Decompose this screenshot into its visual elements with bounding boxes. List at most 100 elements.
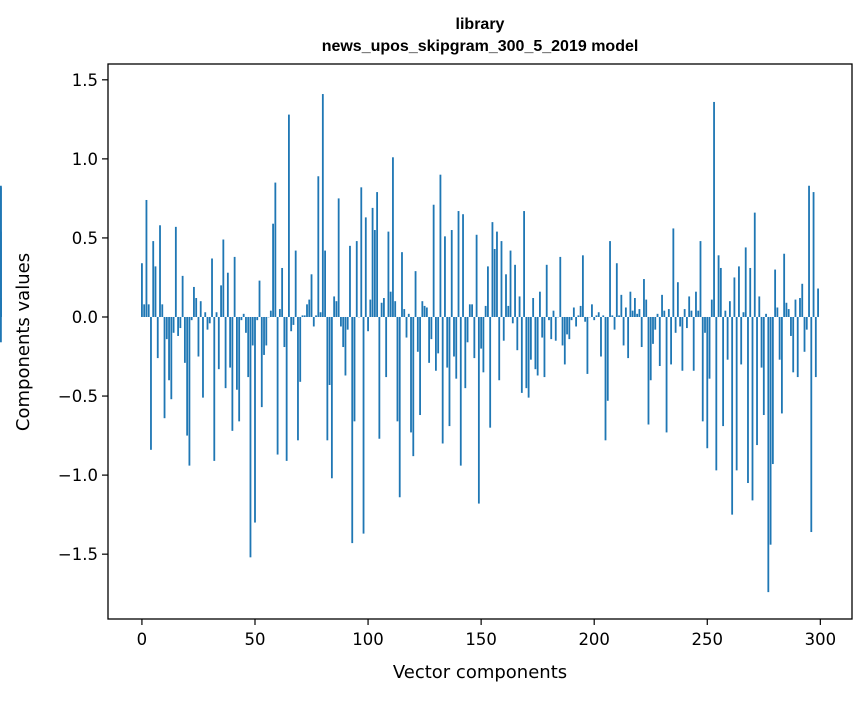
bar bbox=[693, 317, 695, 371]
bar bbox=[596, 315, 598, 317]
bar bbox=[553, 311, 555, 317]
bar bbox=[0, 298, 2, 317]
bar bbox=[722, 317, 724, 426]
bar bbox=[618, 315, 620, 317]
bar bbox=[476, 235, 478, 317]
bar bbox=[155, 266, 157, 317]
bar bbox=[774, 270, 776, 317]
bar bbox=[792, 317, 794, 372]
bar bbox=[164, 317, 166, 418]
bar bbox=[523, 211, 525, 317]
bar bbox=[607, 317, 609, 401]
bar bbox=[428, 317, 430, 363]
bar bbox=[681, 317, 683, 371]
bar bbox=[718, 255, 720, 317]
bar bbox=[211, 258, 213, 317]
bar bbox=[679, 317, 681, 326]
bar bbox=[363, 317, 365, 534]
bar bbox=[745, 247, 747, 317]
bar bbox=[256, 317, 258, 320]
bar bbox=[652, 317, 654, 344]
bar bbox=[691, 311, 693, 317]
y-tick-label: 0.5 bbox=[72, 229, 98, 248]
bar bbox=[503, 317, 505, 341]
bar bbox=[731, 317, 733, 515]
bar bbox=[304, 315, 306, 317]
bar bbox=[720, 268, 722, 317]
bar bbox=[770, 317, 772, 545]
bar bbox=[408, 314, 410, 317]
bar bbox=[666, 317, 668, 432]
bar bbox=[815, 317, 817, 377]
bar bbox=[765, 314, 767, 317]
bar bbox=[161, 304, 163, 317]
bar bbox=[573, 308, 575, 317]
bar bbox=[333, 296, 335, 317]
bar bbox=[207, 317, 209, 330]
bar bbox=[288, 115, 290, 317]
bar bbox=[347, 317, 349, 330]
bar bbox=[668, 309, 670, 317]
bar bbox=[510, 251, 512, 317]
bar bbox=[525, 317, 527, 388]
bar bbox=[648, 317, 650, 425]
bar bbox=[245, 317, 247, 333]
bar bbox=[0, 317, 2, 342]
bar bbox=[216, 312, 218, 317]
x-tick-label: 300 bbox=[805, 630, 837, 649]
bar bbox=[458, 211, 460, 317]
bar bbox=[274, 183, 276, 317]
bar bbox=[528, 317, 530, 398]
bar bbox=[752, 317, 754, 500]
bar bbox=[677, 282, 679, 317]
bar bbox=[322, 94, 324, 317]
bar bbox=[645, 300, 647, 317]
bar bbox=[763, 317, 765, 415]
bar bbox=[688, 296, 690, 317]
bar bbox=[530, 317, 532, 360]
bar bbox=[480, 317, 482, 349]
bar bbox=[148, 304, 150, 317]
bar bbox=[788, 309, 790, 317]
bar bbox=[738, 266, 740, 317]
bar bbox=[342, 317, 344, 347]
bar bbox=[736, 317, 738, 470]
bar bbox=[804, 317, 806, 352]
bar bbox=[449, 317, 451, 426]
bar bbox=[790, 317, 792, 336]
bar bbox=[754, 213, 756, 317]
bar bbox=[482, 317, 484, 372]
bar bbox=[772, 317, 774, 464]
bar bbox=[695, 292, 697, 317]
bar bbox=[810, 317, 812, 532]
bar bbox=[453, 317, 455, 357]
bar bbox=[204, 312, 206, 317]
bar bbox=[222, 240, 224, 317]
bar bbox=[324, 251, 326, 317]
bar bbox=[365, 217, 367, 317]
bar bbox=[231, 317, 233, 431]
bar bbox=[179, 317, 181, 328]
bar bbox=[173, 317, 175, 333]
bar bbox=[430, 317, 432, 339]
bar bbox=[706, 317, 708, 448]
bar bbox=[433, 205, 435, 317]
bar bbox=[675, 317, 677, 333]
bar bbox=[496, 232, 498, 317]
bars-group bbox=[0, 94, 819, 592]
bar bbox=[600, 317, 602, 357]
bar bbox=[213, 317, 215, 461]
bar bbox=[704, 317, 706, 333]
bar bbox=[270, 311, 272, 317]
bar bbox=[507, 306, 509, 317]
bar bbox=[354, 317, 356, 421]
bar bbox=[417, 317, 419, 352]
y-tick-label: 1.0 bbox=[72, 150, 98, 169]
bar bbox=[639, 309, 641, 317]
bar bbox=[582, 255, 584, 317]
bar bbox=[598, 312, 600, 317]
bar bbox=[329, 317, 331, 385]
bar bbox=[191, 317, 193, 320]
bar bbox=[616, 263, 618, 317]
